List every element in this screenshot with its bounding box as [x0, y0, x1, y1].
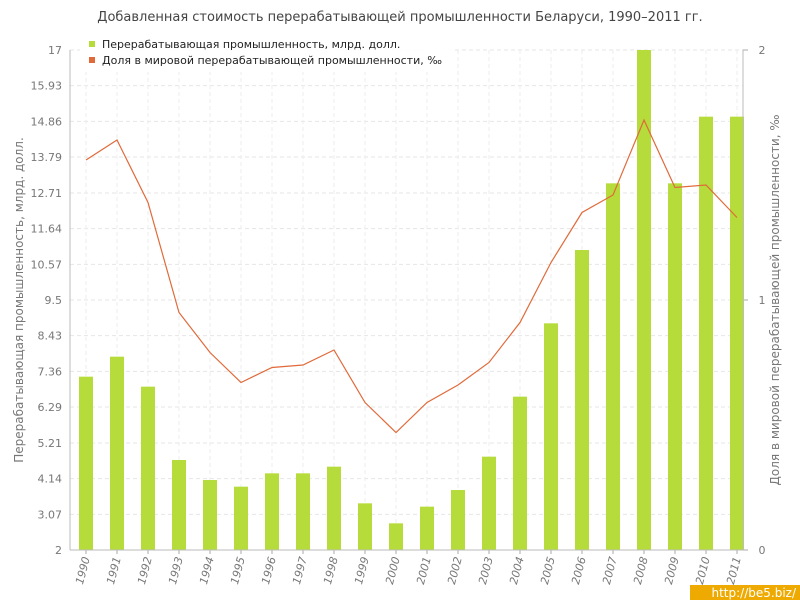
bar — [699, 116, 713, 551]
bar — [730, 116, 744, 551]
y-tick-label: 8.43 — [38, 330, 63, 343]
x-tick-label: 2009 — [662, 555, 682, 585]
legend-swatch-line — [89, 57, 95, 63]
x-tick-label: 1990 — [73, 555, 93, 585]
x-tick-label: 1991 — [104, 555, 124, 585]
x-tick-label: 2003 — [476, 555, 496, 585]
x-tick-label: 2007 — [600, 555, 620, 585]
y-tick-label: 14.86 — [31, 115, 63, 128]
x-tick-label: 2010 — [693, 555, 713, 585]
y-tick-label: 9.5 — [45, 294, 63, 307]
axes — [69, 50, 744, 554]
bar — [637, 50, 651, 550]
bar — [296, 473, 310, 550]
x-tick-label: 1999 — [352, 555, 372, 585]
legend-label-bars: Перерабатывающая промышленность, млрд. д… — [102, 38, 400, 51]
left-axis-ticks: 2 3.07 4.14 5.21 6.29 7.36 8.43 9.5 10.57 11.64 12… — [31, 44, 63, 557]
x-tick-label: 2001 — [414, 555, 434, 585]
bar — [265, 473, 279, 550]
bar — [451, 490, 465, 550]
x-tick-label: 1996 — [259, 555, 279, 585]
y-tick-label: 3.07 — [38, 508, 63, 521]
bar — [358, 503, 372, 550]
x-tick-label: 1997 — [290, 555, 310, 585]
bar — [420, 506, 434, 550]
right-axis-ticks: 0 1 2 — [743, 44, 766, 557]
y2-tick-label: 0 — [759, 544, 766, 557]
x-tick-label: 1992 — [135, 555, 155, 585]
watermark-text: http://be5.biz/ — [711, 586, 796, 600]
bar — [513, 396, 527, 550]
bar — [203, 480, 217, 550]
y-tick-label: 13.79 — [31, 151, 63, 164]
x-axis-labels: 1990 1991 1992 1993 1994 1995 1996 1997 1998 1999… — [73, 555, 744, 585]
x-tick-label: 1994 — [197, 555, 217, 585]
legend-label-line: Доля в мировой перерабатывающей промышле… — [102, 54, 442, 67]
y-tick-label: 2 — [55, 544, 62, 557]
x-tick-label: 2008 — [631, 555, 651, 585]
y-tick-label: 7.36 — [38, 365, 63, 378]
bar — [141, 386, 155, 550]
x-tick-label: 1998 — [321, 555, 341, 585]
legend-box — [80, 38, 454, 72]
bar — [389, 523, 403, 550]
bar — [544, 323, 558, 550]
watermark: http://be5.biz/ — [690, 585, 800, 600]
y-tick-label: 4.14 — [38, 473, 63, 486]
y-tick-label: 6.29 — [38, 401, 63, 414]
watermark-bg — [690, 585, 800, 600]
y-tick-label: 11.64 — [31, 223, 63, 236]
legend: Перерабатывающая промышленность, млрд. д… — [80, 38, 454, 72]
bar — [606, 183, 620, 551]
x-tick-label: 1995 — [228, 555, 248, 585]
bar — [575, 250, 589, 550]
y-tick-label: 17 — [48, 44, 62, 57]
y2-tick-label: 2 — [759, 44, 766, 57]
line-series — [85, 118, 738, 434]
y2-tick-label: 1 — [759, 294, 766, 307]
series-line — [85, 118, 738, 434]
bar — [668, 183, 682, 551]
x-tick-label: 2004 — [507, 555, 527, 585]
y-tick-label: 5.21 — [38, 437, 63, 450]
bar — [79, 376, 93, 550]
y-tick-label: 12.71 — [31, 187, 63, 200]
x-tick-label: 2011 — [724, 555, 744, 585]
bar — [482, 456, 496, 550]
legend-swatch-bars — [89, 41, 95, 47]
x-tick-label: 2005 — [538, 555, 558, 585]
y-tick-label: 10.57 — [31, 258, 63, 271]
x-tick-label: 2002 — [445, 555, 465, 585]
y-tick-label: 15.93 — [31, 80, 63, 93]
bar-series — [79, 50, 744, 551]
x-tick-label: 2000 — [383, 555, 403, 585]
x-tick-label: 2006 — [569, 555, 589, 585]
y2-axis-title: Доля в мировой перерабатывающей промышле… — [768, 115, 782, 486]
x-tick-label: 1993 — [166, 555, 186, 585]
bar — [327, 466, 341, 550]
chart-title: Добавленная стоимость перерабатывающей п… — [97, 10, 702, 25]
bar — [234, 486, 248, 550]
bar — [110, 356, 124, 550]
bar — [172, 460, 186, 550]
y-axis-title: Перерабатывающая промышленность, млрд. д… — [12, 137, 26, 463]
